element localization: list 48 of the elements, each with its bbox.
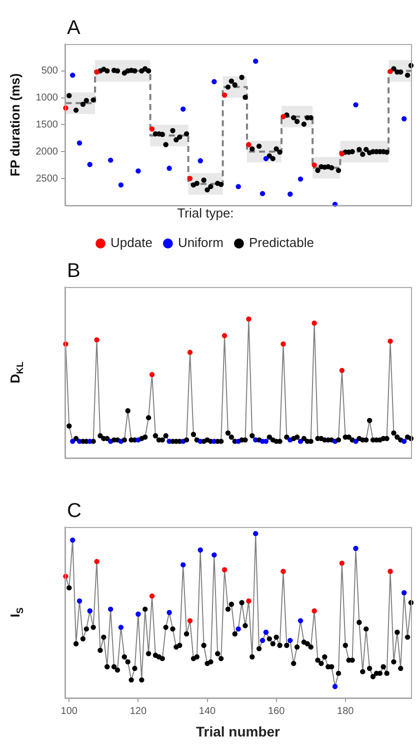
point — [87, 162, 92, 168]
x-axis-title: Trial number — [196, 723, 281, 740]
y-tick-label: 2500 — [36, 173, 58, 184]
point — [260, 190, 266, 196]
y-tick-label: 500 — [41, 66, 58, 77]
point — [312, 162, 317, 168]
x-tick-label: 180 — [337, 706, 354, 717]
point — [76, 140, 82, 146]
point — [246, 142, 252, 148]
point — [222, 92, 228, 98]
point — [280, 114, 286, 120]
x-tick-label: 160 — [268, 706, 286, 717]
y-tick-label: 1000 — [36, 92, 58, 104]
point — [198, 158, 203, 164]
point — [388, 68, 393, 74]
y-tick-label: 2000 — [36, 146, 58, 158]
legend-title: Trial type: — [177, 205, 234, 220]
legend-label: Predictable — [248, 235, 314, 250]
point — [339, 151, 345, 156]
point — [288, 192, 293, 197]
point — [353, 102, 358, 108]
point — [70, 72, 76, 78]
point — [401, 116, 407, 122]
x-tick-label: 100 — [60, 706, 78, 717]
point — [180, 106, 186, 112]
point — [187, 176, 193, 182]
point — [94, 69, 100, 75]
x-tick-label: 120 — [130, 706, 147, 717]
legend-label: Uniform — [178, 235, 224, 250]
chart-title: C — [67, 500, 82, 522]
point — [108, 158, 114, 163]
chart-title: B — [67, 260, 80, 282]
y-axis-title: FP duration (ms) — [8, 73, 23, 176]
point — [253, 58, 258, 64]
point — [149, 126, 155, 132]
point — [166, 166, 172, 171]
point — [212, 79, 217, 84]
point — [298, 176, 304, 182]
y-axis-title: IS — [8, 608, 26, 618]
point — [263, 156, 269, 162]
legend-label: Update — [110, 235, 152, 250]
y-tick-label: 1500 — [36, 119, 58, 130]
point — [236, 184, 241, 190]
chart-title: A — [67, 17, 81, 39]
y-axis-title: DKL — [8, 361, 26, 384]
point — [136, 168, 141, 174]
point — [118, 182, 124, 188]
x-tick-label: 140 — [198, 706, 216, 717]
